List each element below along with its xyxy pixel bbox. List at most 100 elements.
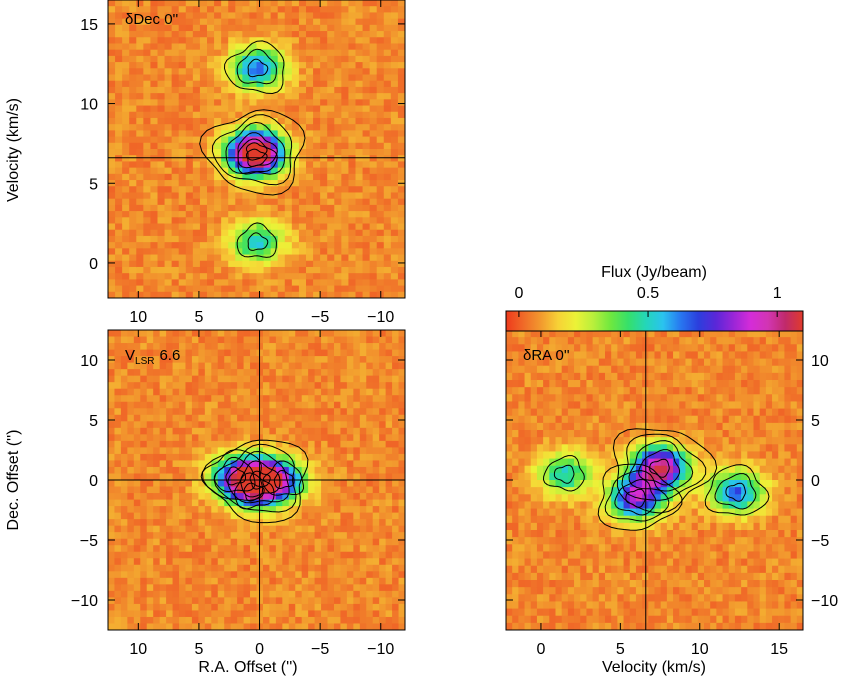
heatmap-cell [366,532,374,540]
heatmap-cell [235,49,243,57]
heatmap-cell [385,427,393,435]
heatmap-cell [277,31,286,38]
heatmap-cell [179,603,187,612]
heatmap-cell [369,217,378,225]
heatmap-cell [127,395,135,403]
heatmap-cell [327,388,335,396]
heatmap-cell [298,37,307,45]
heatmap-cell [243,610,251,618]
heatmap-cell [353,330,361,338]
heatmap-cell [348,124,357,131]
heatmap-cell [122,68,130,76]
heatmap-cell [524,580,532,588]
heatmap-cell [171,291,180,298]
heatmap-cell [270,173,279,181]
heatmap-cell [115,93,123,100]
heatmap-cell [157,105,166,113]
heatmap-cell [295,453,303,462]
heatmap-cell [341,285,350,293]
heatmap-cell [327,285,335,293]
heatmap-cell [120,564,128,572]
heatmap-cell [549,387,557,395]
heatmap-cell [120,590,128,598]
heatmap-cell [270,266,279,274]
heatmap-cell [199,49,208,57]
heatmap-cell [320,93,328,100]
heatmap-cell [277,204,286,212]
heatmap-cell [256,192,265,200]
heatmap-cell [398,564,405,572]
heatmap-cell [224,603,232,612]
heatmap-cell [221,167,229,175]
heatmap-cell [518,437,526,445]
heatmap-cell [228,6,236,14]
heatmap-cell [217,616,225,625]
heatmap-cell [567,472,575,481]
heatmap-cell [340,349,348,357]
heatmap-cell [192,204,201,212]
heatmap-cell [114,343,122,351]
heatmap-cell [114,558,122,566]
heatmap-cell [228,62,236,69]
heatmap-cell [179,610,187,618]
heatmap-cell [353,369,361,377]
heatmap-cell [171,86,180,94]
heatmap-cell [133,558,141,566]
heatmap-cell [164,93,173,100]
heatmap-cell [207,111,215,119]
heatmap-cell [512,615,519,624]
heatmap-cell [198,434,206,442]
heatmap-cell [199,242,208,249]
heatmap-cell [282,460,290,468]
heatmap-cell [390,279,399,287]
heatmap-cell [164,204,173,212]
heatmap-cell [555,480,563,488]
heatmap-cell [143,161,152,169]
heatmap-cell [262,401,271,409]
heatmap-cell [150,0,159,7]
heatmap-cell [291,223,300,231]
heatmap-cell [369,155,378,163]
heatmap-cell [146,532,154,540]
heatmap-cell [129,12,137,20]
heatmap-cell [185,623,193,630]
heatmap-cell [366,427,374,435]
heatmap-cell [108,506,116,514]
heatmap-cell [270,186,279,194]
heatmap-cell [284,55,293,63]
heatmap-cell [159,414,167,422]
heatmap-cell [341,235,350,243]
heatmap-cell [277,266,286,274]
heatmap-cell [133,506,141,514]
heatmap-cell [198,349,206,357]
heatmap-cell [353,401,361,409]
heatmap-cell [383,260,392,268]
heatmap-cell [140,577,148,585]
heatmap-cell [284,149,293,156]
heatmap-cell [320,260,328,268]
heatmap-cell [115,167,123,175]
heatmap-cell [392,369,400,377]
heatmap-cell [333,564,342,572]
heatmap-cell [567,372,575,381]
heatmap-cell [211,408,219,416]
heatmap-cell [506,380,513,388]
heatmap-cell [524,394,532,403]
heatmap-cell [390,12,399,20]
heatmap-cell [291,111,300,119]
heatmap-cell [536,522,544,531]
heatmap-cell [185,473,193,481]
heatmap-cell [383,55,392,63]
heatmap-cell [392,434,400,442]
heatmap-cell [308,623,316,630]
heatmap-cell [256,105,265,113]
heatmap-cell [122,248,130,256]
heatmap-cell [172,427,180,435]
heatmap-cell [385,375,393,383]
heatmap-cell [122,6,130,14]
heatmap-cell [179,486,187,494]
heatmap-cell [204,597,212,605]
heatmap-cell [543,608,550,617]
x-tick-label: 10 [129,641,147,658]
heatmap-cell [288,551,296,559]
